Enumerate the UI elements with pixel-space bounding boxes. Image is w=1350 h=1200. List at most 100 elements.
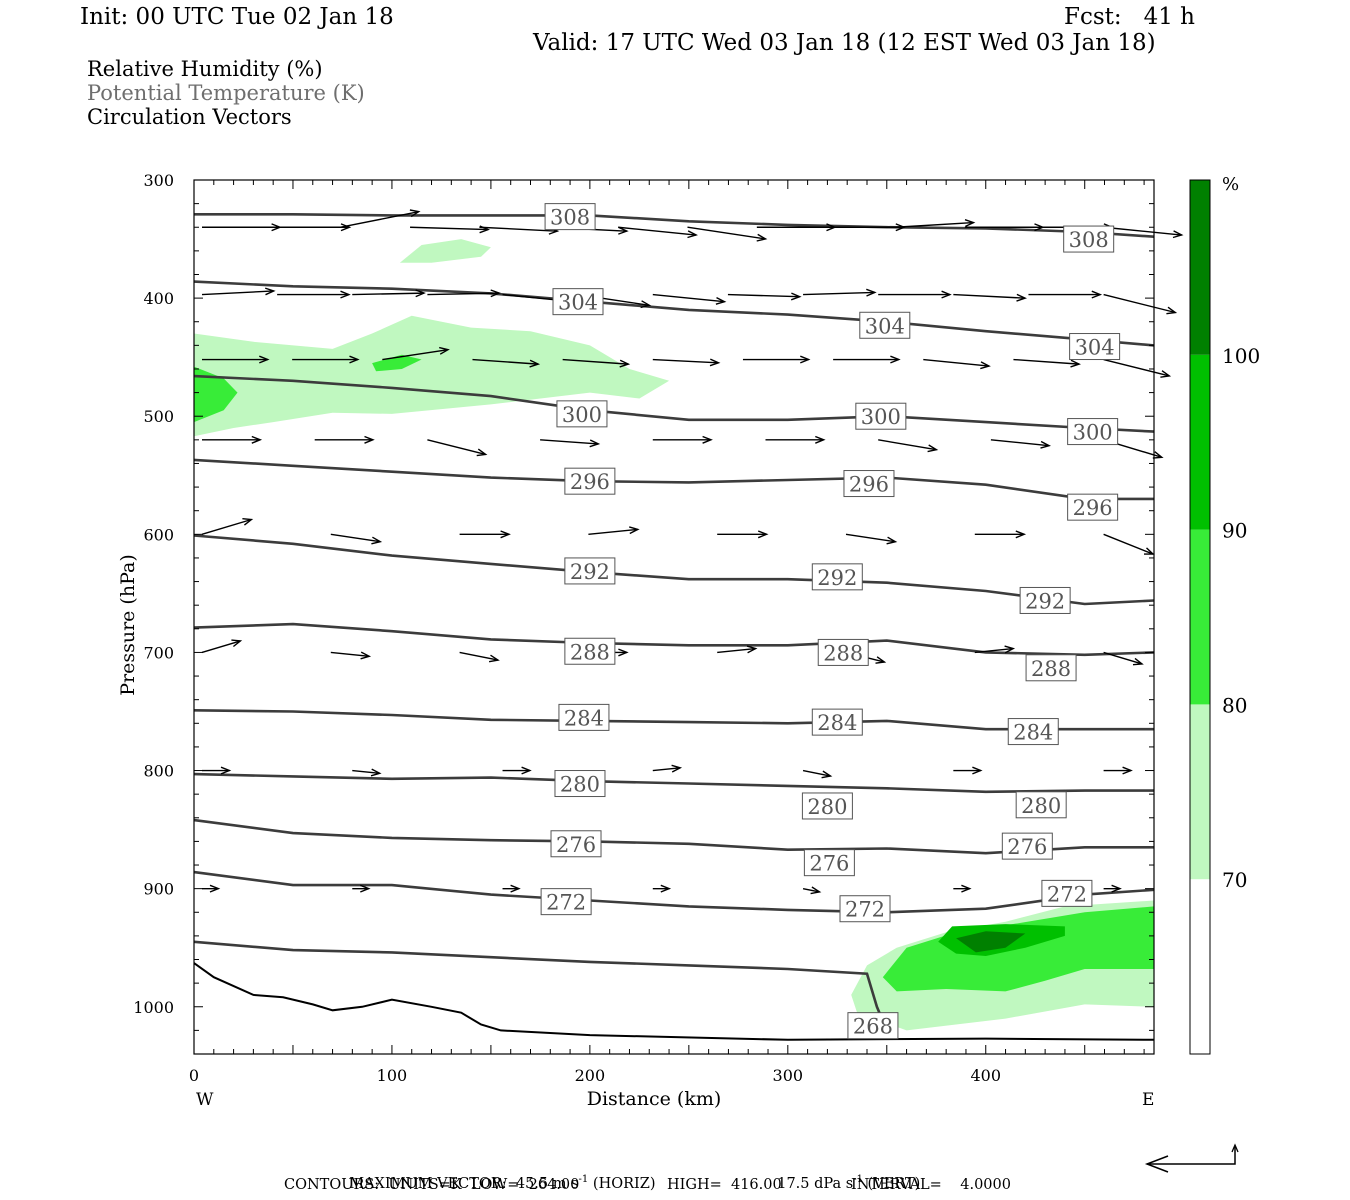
y-tick-label: 1000 [133,998,174,1017]
vector-arrowhead [1091,290,1103,299]
vector-arrowhead [259,355,270,364]
contour-label-box [554,770,606,798]
vector-arrowhead [964,219,976,228]
vector-arrowhead [746,645,758,654]
vector-arrow [540,439,599,445]
colorbar-level-label: 80 [1222,693,1247,717]
vector-arrowhead [488,654,500,663]
y-axis-label: Pressure (hPa) [117,554,139,696]
vector-arrow [472,358,539,365]
vector-arrow [201,640,241,654]
vector-arrowhead [687,230,698,239]
vector-arrow [878,439,937,451]
vector-arrowhead [1016,293,1027,302]
contours-info: CONTOURS: UNITS=K LOW= 264.00 [284,1177,580,1193]
vector-arrowhead [1152,451,1164,459]
vector-arrowhead [815,435,826,444]
contour-label-box [1063,225,1115,253]
contour-label: 296 [849,473,889,497]
vector-arrow [459,651,499,661]
contour-label: 280 [560,773,600,797]
contour-label: 276 [556,833,596,857]
vector-arrow [687,226,766,240]
contour-label: 308 [1069,228,1109,252]
vector-arrowhead [500,530,511,539]
vector-arrowhead [364,435,375,444]
theta-contour-296 [193,458,1154,501]
contour-label-box [859,311,911,339]
contour-label-box [1001,832,1053,860]
vector-arrowhead [1070,359,1081,368]
vector-arrow [652,358,719,364]
contour-label-box [839,895,891,923]
colorbar-segment [1190,180,1210,355]
vector-arrowhead [715,296,727,305]
theta-contour-268 [193,940,888,1031]
vector-arrowhead [1132,657,1144,666]
vector-arrowhead [961,884,972,893]
vector-arrow [201,518,252,535]
contour-label-box [556,400,608,428]
vector-arrowhead [927,444,939,453]
contour-label-box [1007,718,1059,746]
x-tick-label: 200 [575,1066,606,1085]
vector-arrow [588,528,638,536]
vector-arrow [330,651,370,657]
vector-arrowhead [340,290,351,299]
vector-arrow [618,226,697,236]
legend-theta: Potential Temperature (K) [87,81,365,105]
max-vector-vert: 17.5 dPa s [777,1175,854,1192]
theta-contour-288 [193,622,1155,657]
contour-label-box [1041,879,1093,907]
contours-high: HIGH= 416.00 [667,1177,782,1193]
vector-arrowhead [251,435,263,444]
x-end-label-east: E [1142,1090,1154,1110]
vector-arrowhead [756,233,768,242]
surface-terrain [193,962,1155,1041]
y-tick-label: 600 [143,525,174,544]
contour-label-box [540,888,592,916]
contour-label-box [855,402,907,430]
vector-arrowhead [510,884,521,893]
vector-arrow [562,358,629,365]
surface-line [193,962,1155,1041]
vector-arrowhead [821,770,833,779]
vector-arrowhead [490,289,502,298]
vector-arrow [717,647,756,654]
vector-arrowhead [660,884,672,893]
colorbar-segment [1190,879,1210,1054]
vector-arrowhead [340,223,352,232]
vector-arrowhead [1004,645,1016,654]
vector-arrowhead [980,361,991,370]
contour-label-box [811,708,863,736]
contour-label-box [1069,333,1121,361]
vector-arrow [802,887,820,893]
vector-arrowhead [1111,884,1122,893]
theta-contours [193,213,1155,1031]
vector-arrowhead [220,766,232,775]
vector-arrowhead [618,226,629,235]
vector-arrowhead [231,639,243,648]
vector-arrow [1103,533,1154,555]
contour-label-box [550,830,602,858]
vector-arrow [974,647,1014,654]
init-time: Init: 00 UTC Tue 02 Jan 18 [80,4,394,30]
contour-label-box [1067,418,1119,446]
vector-arrowhead [702,435,713,444]
x-tick-label: 100 [377,1066,408,1085]
rh-region-80 [194,366,238,423]
reference-vector [1144,1143,1239,1173]
contour-label-box [843,470,895,498]
vector-arrowhead [1172,230,1184,239]
legend-rh: Relative Humidity (%) [87,57,323,81]
vector-arrow [427,292,500,296]
vector-arrowhead [1015,530,1027,539]
vector-arrowhead [618,648,629,657]
vector-arrow [382,348,449,361]
contour-label: 292 [817,566,857,590]
vector-arrow [1013,358,1080,365]
vector-arrowhead [1166,306,1178,315]
x-tick-label: 400 [970,1066,1001,1085]
vector-arrow [953,293,1026,299]
contour-label: 300 [1073,421,1113,445]
